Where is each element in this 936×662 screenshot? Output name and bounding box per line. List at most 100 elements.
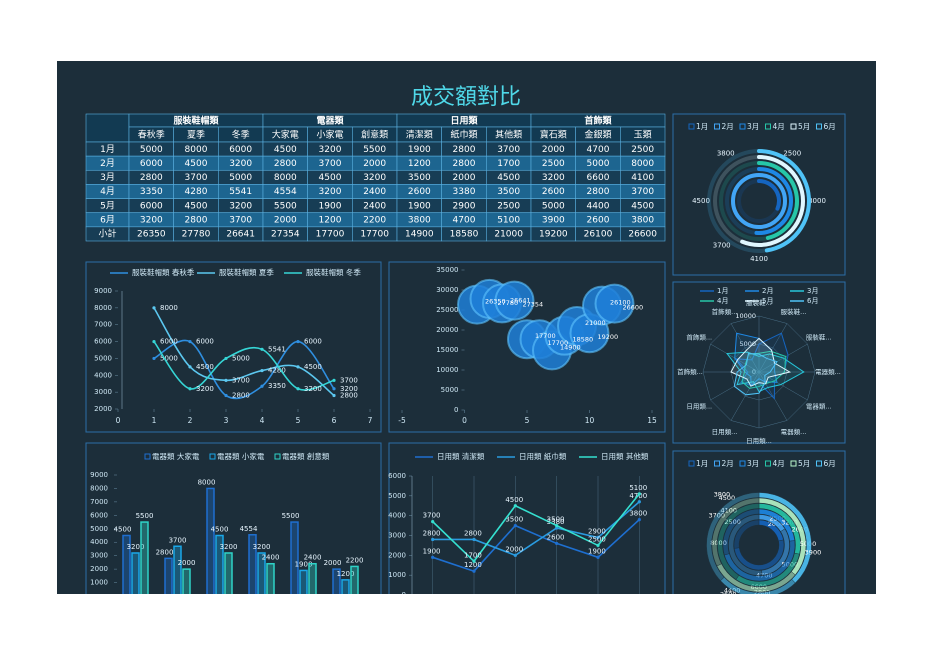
legend-swatch bbox=[790, 123, 797, 130]
bar bbox=[257, 552, 266, 594]
value-label: 3800 bbox=[629, 510, 647, 518]
point bbox=[152, 339, 156, 344]
table-cell: 17700 bbox=[316, 230, 345, 240]
bar bbox=[140, 521, 149, 594]
value-label: 3200 bbox=[340, 385, 358, 393]
bar bbox=[248, 534, 257, 594]
table-cell: 1900 bbox=[319, 201, 342, 211]
value-label: 26641 bbox=[510, 296, 531, 304]
y-tick-label: 4000 bbox=[90, 538, 108, 546]
table-cell: 1月 bbox=[100, 144, 115, 155]
y-tick-label: 10000 bbox=[436, 366, 458, 374]
bar bbox=[290, 521, 299, 594]
table-cell: 2500 bbox=[631, 145, 654, 155]
table-cell: 6000 bbox=[140, 201, 163, 211]
value-label: 5100 bbox=[629, 484, 647, 492]
table-cell: 2800 bbox=[140, 173, 163, 183]
chart-panel bbox=[388, 442, 666, 594]
y-tick-label: 1000 bbox=[388, 571, 406, 579]
value-label: 2000 bbox=[324, 559, 342, 567]
table-cell: 2400 bbox=[363, 187, 386, 197]
legend-label: 日用類 其他類 bbox=[601, 451, 649, 461]
chart-panel bbox=[672, 113, 846, 276]
table-column-header: 小家電 bbox=[316, 128, 343, 140]
dashboard-title: 成交額對比 bbox=[411, 85, 521, 110]
point bbox=[296, 365, 300, 369]
point bbox=[152, 356, 156, 361]
value-label: 4500 bbox=[304, 363, 322, 371]
radar-series bbox=[733, 353, 778, 396]
table-cell: 2800 bbox=[587, 187, 610, 197]
bar bbox=[350, 565, 359, 594]
value-label: 2900 bbox=[588, 527, 606, 535]
table-cell: 2000 bbox=[363, 159, 386, 169]
table-cell: 5100 bbox=[497, 216, 520, 226]
value-label: 8000 bbox=[808, 197, 826, 205]
value-label: 2000 bbox=[505, 545, 523, 553]
table-cell: 6600 bbox=[587, 173, 610, 183]
table-cell: 4月 bbox=[100, 186, 115, 197]
table-cell: 14900 bbox=[405, 230, 434, 240]
bar bbox=[308, 562, 317, 594]
table-column-header: 夏季 bbox=[187, 128, 205, 140]
value-label: 1200 bbox=[337, 570, 355, 578]
table-cell: 2600 bbox=[408, 187, 431, 197]
series-line bbox=[432, 501, 640, 557]
table-cell: 4400 bbox=[587, 201, 610, 211]
y-tick-label: 30000 bbox=[436, 286, 458, 294]
legend-label: 5月 bbox=[798, 459, 810, 468]
x-tick-label: -5 bbox=[398, 416, 406, 425]
value-label: 4500 bbox=[719, 494, 736, 502]
point bbox=[555, 541, 559, 546]
axis-label: 日用類... bbox=[746, 436, 772, 445]
point bbox=[637, 518, 641, 522]
axis-label: 首飾類... bbox=[712, 307, 738, 316]
table-cell: 2000 bbox=[542, 145, 565, 155]
table-cell: 3700 bbox=[229, 216, 252, 226]
y-tick-label: 2000 bbox=[94, 405, 112, 413]
table-cell: 2600 bbox=[542, 187, 565, 197]
y-tick-label: 4000 bbox=[388, 512, 406, 520]
bubble bbox=[594, 283, 635, 324]
legend-swatch bbox=[739, 460, 746, 467]
table-cell: 4500 bbox=[631, 201, 654, 211]
y-tick-label: 4000 bbox=[94, 371, 112, 379]
point bbox=[431, 555, 435, 559]
y-tick-label: 35000 bbox=[436, 266, 458, 274]
bar bbox=[224, 552, 233, 594]
point bbox=[188, 339, 192, 344]
bar bbox=[122, 534, 131, 594]
value-label: 26350 bbox=[485, 298, 506, 306]
donut-segment bbox=[706, 492, 760, 581]
y-tick-label: 0 bbox=[454, 406, 458, 414]
table-cell: 3700 bbox=[185, 173, 208, 183]
table-column-header: 大家電 bbox=[272, 128, 299, 140]
value-label: 18580 bbox=[573, 336, 594, 344]
value-label: 4100 bbox=[720, 506, 737, 514]
table-cell: 2900 bbox=[453, 201, 476, 211]
x-tick-label: 2 bbox=[188, 416, 193, 425]
radar-axis bbox=[758, 323, 788, 373]
radar-series bbox=[730, 337, 792, 387]
value-label: 1700 bbox=[464, 551, 482, 559]
value-label: 19200 bbox=[598, 333, 619, 341]
table-cell: 17700 bbox=[360, 230, 389, 240]
table-cell: 3800 bbox=[631, 216, 654, 226]
table-cell: 8000 bbox=[631, 159, 654, 169]
value-label: 3200 bbox=[220, 543, 238, 551]
point bbox=[513, 504, 517, 508]
x-tick-label: 3 bbox=[224, 416, 229, 425]
x-tick-label: 5 bbox=[296, 416, 301, 425]
bubble bbox=[494, 280, 535, 321]
table-cell: 3200 bbox=[363, 173, 386, 183]
series-line bbox=[432, 493, 640, 563]
series-line bbox=[153, 307, 335, 397]
legend-label: 電器類 大家電 bbox=[152, 451, 200, 461]
radial-bar bbox=[731, 173, 787, 229]
table-cell: 4500 bbox=[185, 159, 208, 169]
table-cell: 1200 bbox=[319, 216, 342, 226]
value-label: 21000 bbox=[585, 319, 606, 327]
value-label: 6000 bbox=[160, 338, 178, 346]
legend-label: 1月 bbox=[696, 122, 708, 131]
table-cell: 5500 bbox=[363, 145, 386, 155]
